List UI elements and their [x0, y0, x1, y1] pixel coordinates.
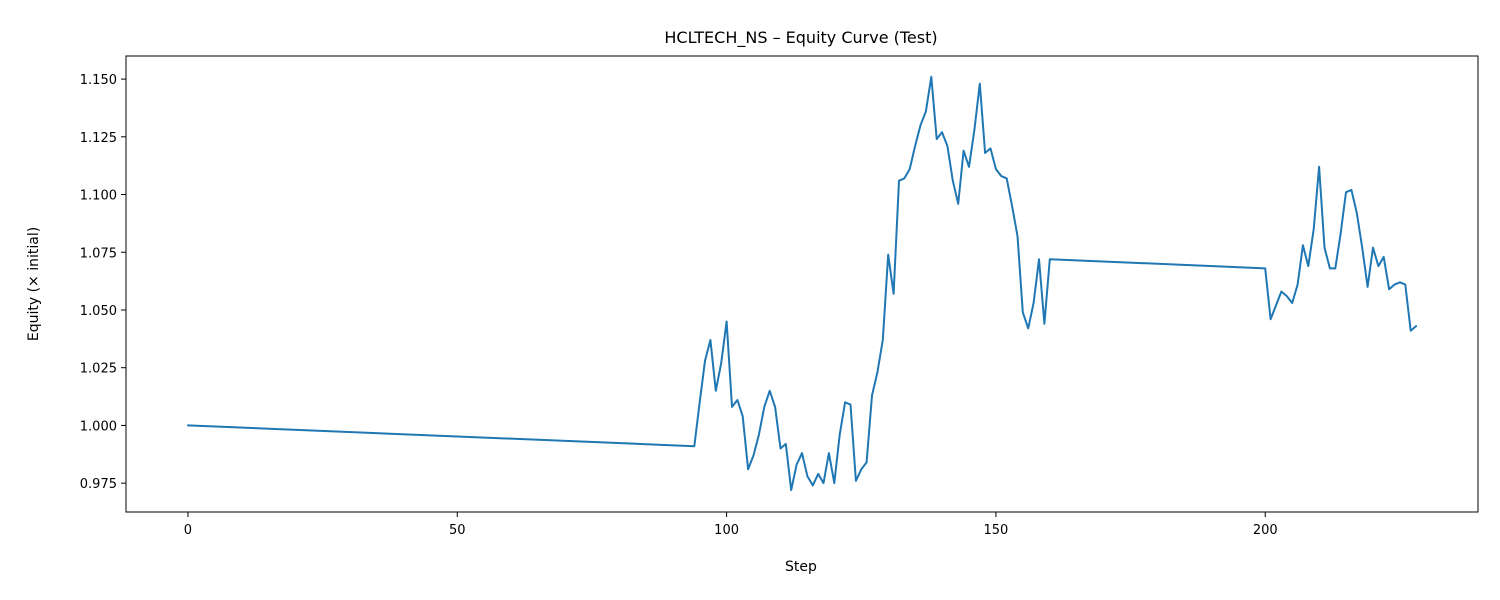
x-tick-label: 150 — [983, 523, 1008, 538]
plot-frame — [125, 55, 1479, 513]
y-tick-label: 1.000 — [80, 419, 117, 434]
y-axis-ticks: 0.975 1.000 1.025 1.050 1.075 1.100 1.125 1.150 — [80, 73, 126, 492]
y-tick-label: 1.125 — [80, 131, 117, 146]
y-tick-label: 1.150 — [80, 73, 117, 88]
x-tick-label: 200 — [1253, 523, 1278, 538]
y-tick-label: 1.100 — [80, 189, 117, 204]
x-axis-label: Step — [785, 559, 817, 575]
x-tick-label: 100 — [714, 523, 739, 538]
y-tick-label: 1.050 — [80, 304, 117, 319]
y-tick-label: 1.025 — [80, 362, 117, 377]
y-tick-label: 0.975 — [80, 477, 117, 492]
x-tick-label: 50 — [449, 523, 466, 538]
chart-title: HCLTECH_NS – Equity Curve (Test) — [664, 28, 937, 48]
y-tick-label: 1.075 — [80, 246, 117, 261]
x-tick-label: 0 — [184, 523, 192, 538]
plot-lines — [186, 75, 1418, 492]
equity-series-line — [186, 75, 1418, 492]
y-axis-label: Equity (× initial) — [26, 227, 42, 341]
x-axis-ticks: 0 50 100 150 200 — [184, 512, 1278, 538]
